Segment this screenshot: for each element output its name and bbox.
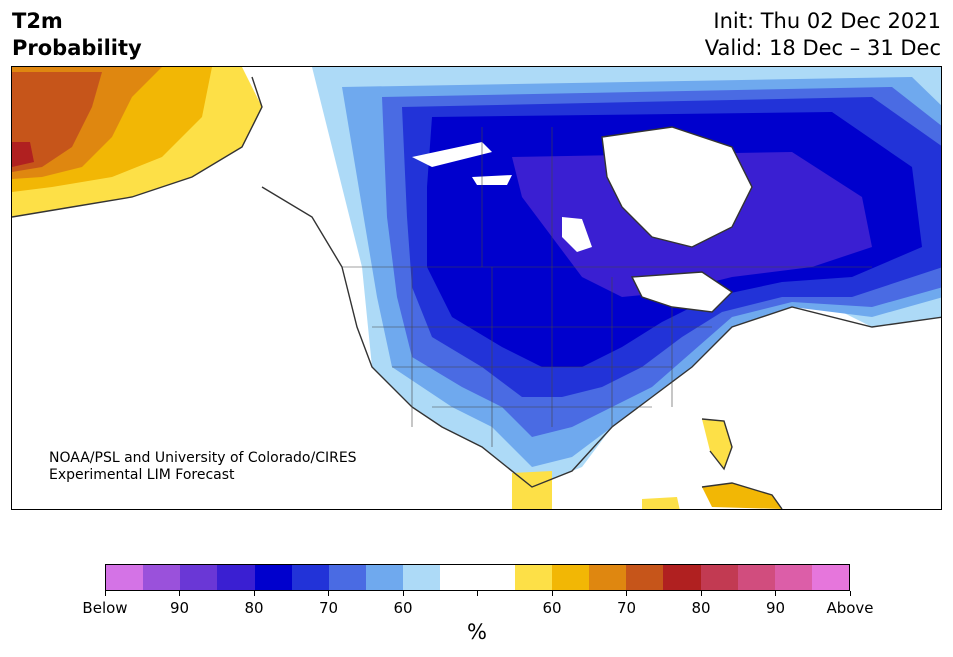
colorbar-tick: [104, 591, 106, 596]
colorbar-tick: [551, 591, 553, 596]
colorbar: [105, 564, 850, 591]
colorbar-swatch: [366, 565, 404, 590]
colorbar-swatch: [700, 565, 738, 590]
colorbar-unit: %: [467, 620, 487, 644]
colorbar-swatch: [403, 565, 441, 590]
colorbar-tick-label: 60: [542, 599, 562, 617]
colorbar-swatch: [291, 565, 329, 590]
colorbar-swatch: [551, 565, 590, 590]
colorbar-tick: [775, 591, 776, 596]
credit-line-1: NOAA/PSL and University of Colorado/CIRE…: [49, 450, 357, 466]
colorbar-swatch: [663, 565, 701, 590]
colorbar-swatch: [217, 565, 255, 590]
colorbar-tick: [402, 591, 404, 596]
coastlines: [12, 76, 941, 509]
colorbar-swatch: [106, 565, 144, 590]
colorbar-tick-label: 80: [244, 599, 264, 617]
colorbar-tick-label: 70: [616, 599, 637, 617]
colorbar-tick: [253, 591, 255, 596]
colorbar-tick: [179, 591, 180, 596]
colorbar-tick: [700, 591, 702, 596]
colorbar-tick-label: 60: [393, 599, 413, 617]
colorbar-tick: [477, 591, 478, 596]
colorbar-tick-label: 80: [691, 599, 711, 617]
colorbar-tick-label: 90: [765, 599, 786, 617]
init-date: Init: Thu 02 Dec 2021: [713, 9, 941, 33]
colorbar-swatch: [774, 565, 812, 590]
valid-range: Valid: 18 Dec – 31 Dec: [704, 36, 941, 60]
colorbar-swatch: [737, 565, 775, 590]
colorbar-tick-label: 90: [169, 599, 190, 617]
colorbar-swatch: [514, 565, 552, 590]
title-line-1: T2m: [12, 9, 63, 33]
probability-map: [11, 66, 942, 510]
colorbar-swatch: [180, 565, 218, 590]
colorbar-swatch: [589, 565, 627, 590]
credit-line-2: Experimental LIM Forecast: [49, 467, 235, 483]
chart-title: T2m Probability: [12, 8, 142, 62]
colorbar-tick-labels: Below 90 80 70 60 60 70 80 90 Above: [82, 599, 873, 617]
colorbar-swatch: [811, 565, 850, 590]
colorbar-tick: [328, 591, 329, 596]
credit-text: NOAA/PSL and University of Colorado/CIRE…: [49, 450, 357, 484]
title-line-2: Probability: [12, 36, 142, 60]
colorbar-swatch: [477, 565, 515, 590]
colorbar-tick: [849, 591, 851, 596]
colorbar-ticks: [104, 591, 851, 597]
colorbar-swatch: [328, 565, 367, 590]
colorbar-tick-label: Above: [826, 599, 874, 617]
forecast-dates: Init: Thu 02 Dec 2021 Valid: 18 Dec – 31…: [705, 8, 941, 62]
colorbar-swatch: [626, 565, 664, 590]
colorbar-tick-label: 70: [318, 599, 339, 617]
state-borders: [342, 127, 872, 447]
colorbar-swatch: [440, 565, 478, 590]
colorbar-swatch: [143, 565, 181, 590]
colorbar-tick-label: Below: [82, 599, 128, 617]
colorbar-swatch: [254, 565, 292, 590]
colorbar-tick: [626, 591, 627, 596]
